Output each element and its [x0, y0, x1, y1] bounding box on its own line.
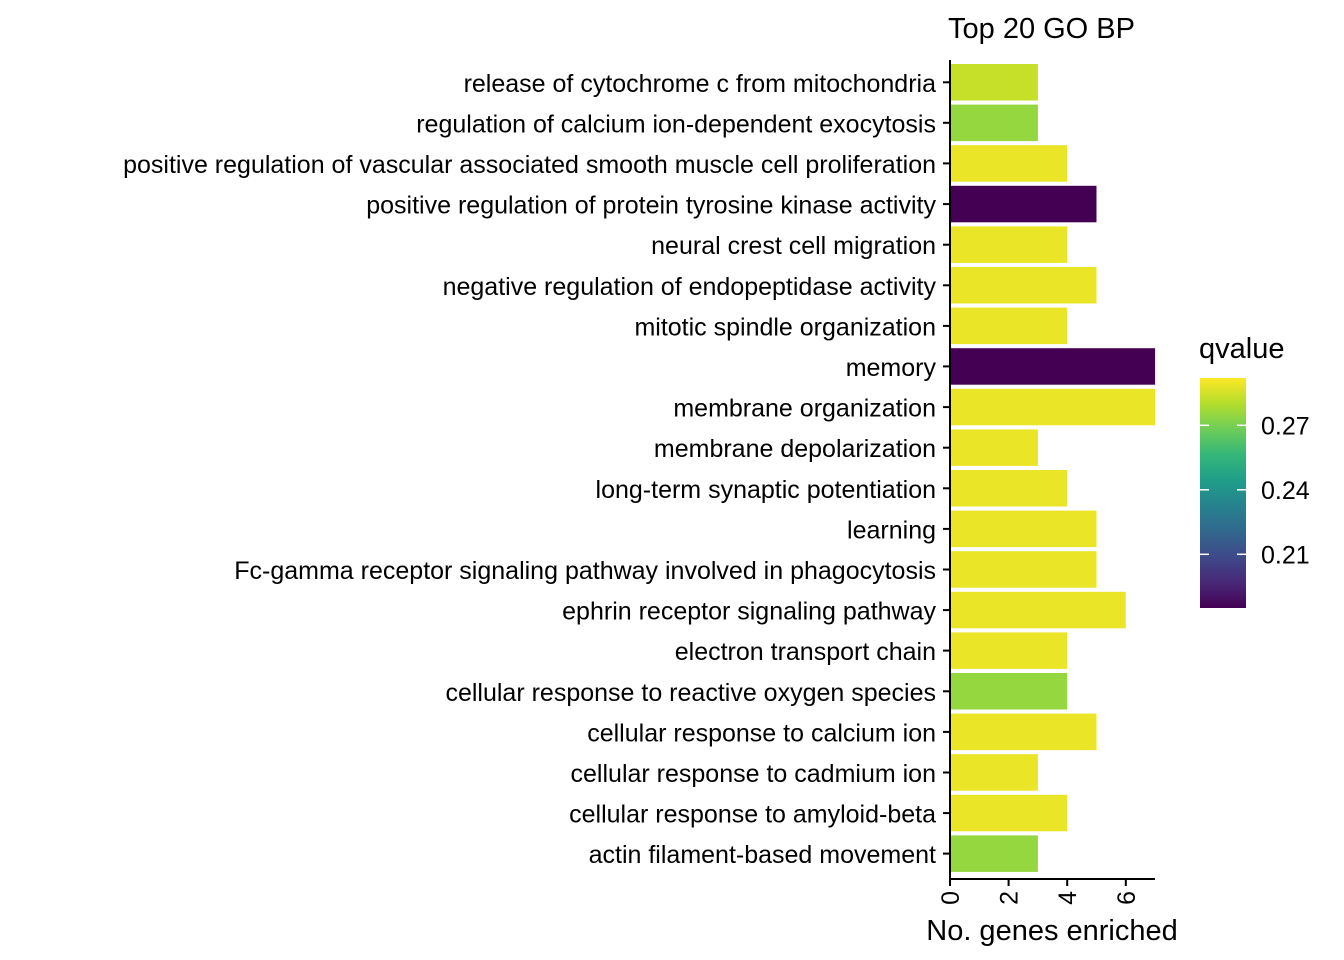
bar: [950, 145, 1068, 182]
category-label: positive regulation of vascular associat…: [123, 151, 936, 179]
legend-title: qvalue: [1199, 333, 1284, 365]
x-tick-label: 0: [937, 891, 965, 905]
bar: [950, 307, 1068, 345]
bar: [950, 267, 1097, 304]
bars-layer: [950, 64, 1156, 872]
legend-ticks: 0.21 0.24 0.27: [1200, 412, 1310, 569]
legend-tick-label: 0.21: [1261, 541, 1310, 569]
category-label: ephrin receptor signaling pathway: [562, 598, 936, 626]
x-tick-label: 2: [996, 891, 1024, 905]
bar: [950, 632, 1068, 669]
category-label: cellular response to amyloid-beta: [569, 801, 936, 829]
bar: [950, 591, 1126, 629]
category-labels-layer: release of cytochrome c from mitochondri…: [123, 70, 950, 869]
bar: [950, 754, 1038, 791]
x-axis-title: No. genes enriched: [926, 915, 1178, 947]
bar: [950, 673, 1068, 710]
category-label: memory: [846, 354, 937, 382]
chart-title: Top 20 GO BP: [948, 13, 1135, 45]
bar: [950, 794, 1068, 832]
bar: [950, 713, 1097, 751]
legend-tick-label: 0.27: [1261, 412, 1310, 440]
category-label: negative regulation of endopeptidase act…: [443, 273, 937, 301]
bar: [950, 104, 1038, 142]
bar: [950, 835, 1038, 872]
x-tick-label: 4: [1054, 891, 1082, 905]
category-label: Fc-gamma receptor signaling pathway invo…: [234, 557, 936, 585]
category-label: membrane organization: [673, 395, 936, 423]
category-label: electron transport chain: [675, 638, 936, 666]
x-axis-ticks: 0 2 4 6: [937, 879, 1141, 905]
qvalue-legend: qvalue 0.21 0.24 0.27: [1199, 333, 1310, 608]
category-label: cellular response to calcium ion: [587, 719, 936, 747]
bar: [950, 470, 1068, 507]
bar: [950, 388, 1156, 426]
category-label: cellular response to cadmium ion: [571, 760, 936, 788]
bar: [950, 348, 1156, 385]
category-label: neural crest cell migration: [651, 232, 936, 260]
category-label: membrane depolarization: [654, 435, 936, 463]
category-label: learning: [847, 516, 936, 544]
category-label: long-term synaptic potentiation: [596, 476, 936, 504]
bar: [950, 64, 1038, 101]
category-label: regulation of calcium ion-dependent exoc…: [416, 110, 936, 138]
bar: [950, 185, 1097, 223]
legend-tick-label: 0.24: [1261, 477, 1310, 505]
bar: [950, 429, 1038, 466]
legend-colorbar: [1200, 378, 1246, 608]
bar: [950, 551, 1097, 588]
bar: [950, 226, 1068, 263]
x-tick-label: 6: [1113, 891, 1141, 905]
bar: [950, 510, 1097, 548]
category-label: mitotic spindle organization: [634, 313, 936, 341]
category-label: cellular response to reactive oxygen spe…: [445, 679, 936, 707]
category-label: actin filament-based movement: [589, 841, 936, 869]
category-label: release of cytochrome c from mitochondri…: [464, 70, 937, 98]
category-label: positive regulation of protein tyrosine …: [366, 192, 936, 220]
